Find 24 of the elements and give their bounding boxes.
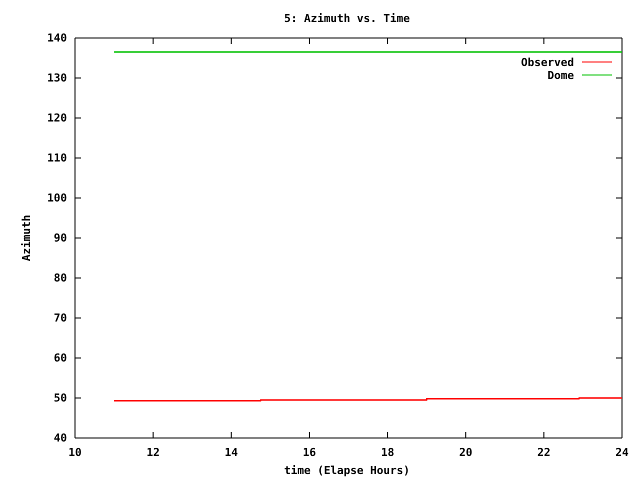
y-axis-title: Azimuth <box>20 214 33 262</box>
y-tick-label: 50 <box>54 392 67 405</box>
x-tick-label: 18 <box>380 446 394 459</box>
x-tick-label: 12 <box>146 446 160 459</box>
x-tick-label: 20 <box>459 446 472 459</box>
x-tick-label: 22 <box>537 446 550 459</box>
y-tick-label: 60 <box>54 352 67 365</box>
y-tick-label: 90 <box>54 232 67 245</box>
y-tick-label: 110 <box>47 152 67 165</box>
x-tick-label: 10 <box>68 446 82 459</box>
y-tick-label: 120 <box>47 112 67 125</box>
y-tick-label: 100 <box>47 192 67 205</box>
x-tick-label: 14 <box>224 446 238 459</box>
y-tick-label: 70 <box>54 312 67 325</box>
y-tick-label: 80 <box>54 272 67 285</box>
y-tick-label: 130 <box>47 72 67 85</box>
chart-title: 5: Azimuth vs. Time <box>284 12 410 25</box>
y-tick-label: 40 <box>54 432 67 445</box>
y-tick-label: 140 <box>47 32 67 45</box>
x-tick-label: 16 <box>302 446 316 459</box>
x-axis-title: time (Elapse Hours) <box>284 464 410 477</box>
legend-label: Dome <box>548 69 574 82</box>
x-tick-label: 24 <box>615 446 629 459</box>
legend-label: Observed <box>521 56 574 69</box>
